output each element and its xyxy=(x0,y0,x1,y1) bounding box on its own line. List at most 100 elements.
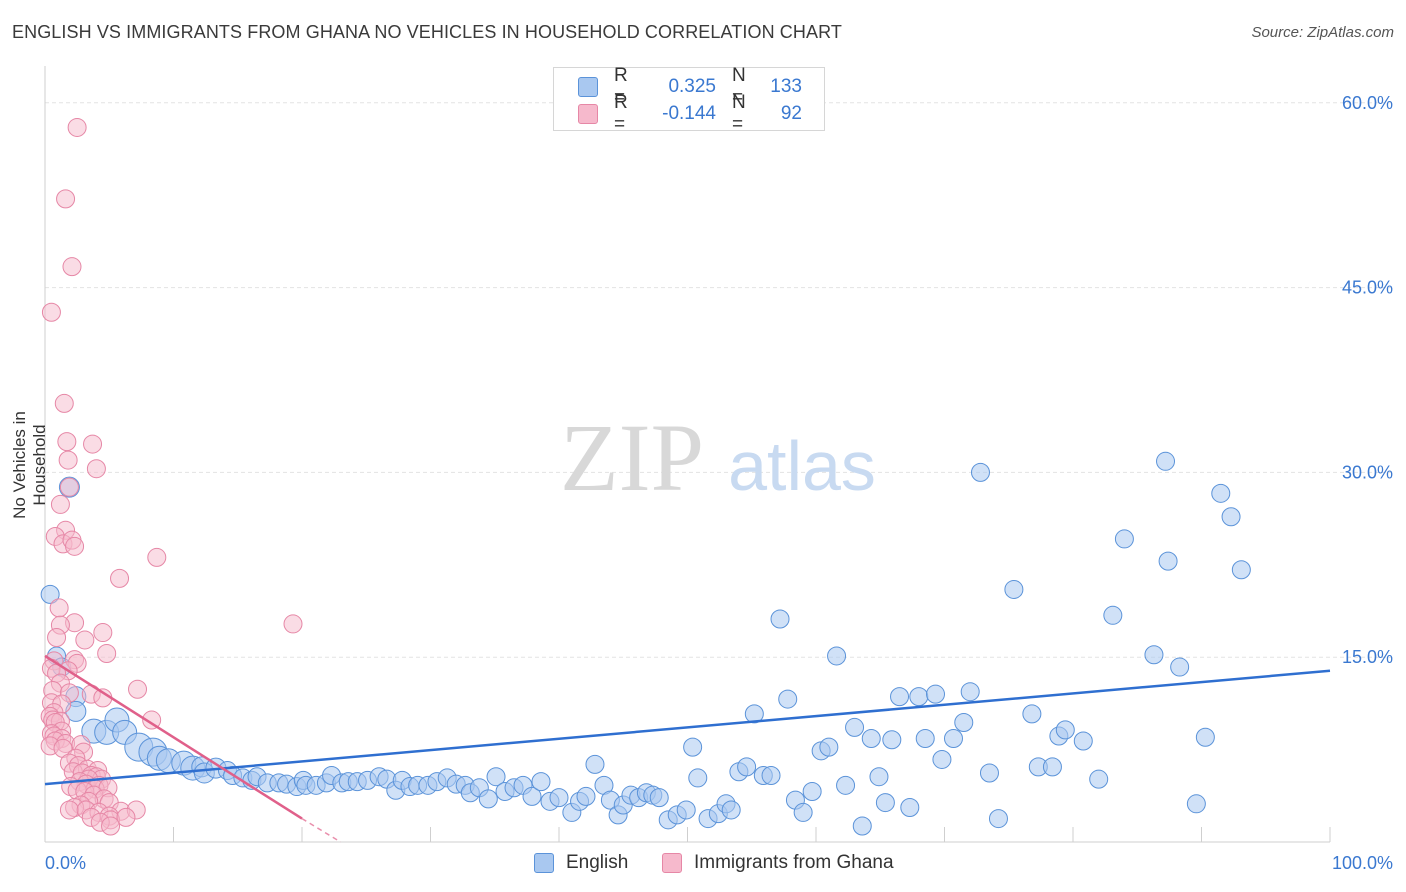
english-point xyxy=(1211,483,1231,503)
english-point xyxy=(932,749,952,769)
ghana-point xyxy=(283,614,303,634)
english-point xyxy=(875,793,895,813)
chart-title: ENGLISH VS IMMIGRANTS FROM GHANA NO VEHI… xyxy=(12,22,842,42)
english-point xyxy=(522,786,542,806)
english-point xyxy=(943,729,963,749)
n-value: 133 xyxy=(770,76,802,97)
ghana-point xyxy=(83,434,103,454)
english-point xyxy=(1089,769,1109,789)
legend-item-english[interactable]: English xyxy=(534,852,628,874)
n-label: N = xyxy=(732,65,746,108)
ghana-swatch xyxy=(662,853,682,873)
trend-lines xyxy=(44,654,1331,843)
ghana-point xyxy=(57,432,77,452)
english-point xyxy=(1004,579,1024,599)
ghana-swatch xyxy=(578,104,598,124)
english-swatch xyxy=(578,77,598,97)
english-point xyxy=(1114,529,1134,549)
r-value: -0.144 xyxy=(662,103,716,124)
english-point xyxy=(737,757,757,777)
n-value: 92 xyxy=(780,103,802,124)
tick-labels: 15.0% 30.0% 45.0% 60.0% 0.0% 100.0% xyxy=(45,93,1393,873)
english-point xyxy=(802,781,822,801)
x-tick-label: 0.0% xyxy=(45,853,86,873)
y-tick-label: 30.0% xyxy=(1342,462,1393,482)
ghana-trend-extension xyxy=(301,817,341,843)
ghana-point xyxy=(67,117,87,137)
english-point xyxy=(915,729,935,749)
english-point xyxy=(1170,657,1190,677)
english-point xyxy=(486,767,506,787)
english-point xyxy=(836,775,856,795)
english-point xyxy=(1022,704,1042,724)
ghana-point xyxy=(93,623,113,643)
english-point xyxy=(1055,720,1075,740)
y-tick-label: 15.0% xyxy=(1342,647,1393,667)
english-point xyxy=(1042,757,1062,777)
english-point xyxy=(845,717,865,737)
ghana-point xyxy=(101,816,121,836)
ghana-point xyxy=(50,494,70,514)
ghana-point xyxy=(86,459,106,479)
english-point xyxy=(40,584,60,604)
english-point xyxy=(683,737,703,757)
legend-item-ghana[interactable]: Immigrants from Ghana xyxy=(662,852,894,874)
english-point xyxy=(793,802,813,822)
legend-row-ghana: R = -0.144 N = 92 xyxy=(578,92,802,135)
ghana-points xyxy=(40,117,303,836)
r-label: R = xyxy=(614,65,628,108)
english-point xyxy=(960,682,980,702)
source-label: Source: ZipAtlas.com xyxy=(1251,24,1394,41)
english-point xyxy=(576,786,596,806)
english-point xyxy=(676,800,696,820)
series-legend: English Immigrants from Ghana xyxy=(0,852,1406,878)
n-label: N = xyxy=(732,92,746,135)
english-point xyxy=(954,712,974,732)
ghana-point xyxy=(75,630,95,650)
english-point xyxy=(1231,560,1251,580)
ghana-point xyxy=(62,257,82,277)
ghana-point xyxy=(147,547,167,567)
english-point xyxy=(909,687,929,707)
english-point xyxy=(869,767,889,787)
x-tick-label: 100.0% xyxy=(1332,853,1393,873)
english-point xyxy=(549,788,569,808)
ghana-point xyxy=(58,450,78,470)
english-point xyxy=(761,765,781,785)
english-point xyxy=(861,729,881,749)
english-point xyxy=(478,789,498,809)
correlation-legend: R = 0.325 N = 133 R = -0.144 N = 92 xyxy=(553,65,825,135)
r-label: R = xyxy=(614,92,628,135)
english-point xyxy=(1144,645,1164,665)
english-trend-line xyxy=(44,669,1331,786)
ghana-point xyxy=(59,477,79,497)
ghana-point xyxy=(116,807,136,827)
ghana-trend-line xyxy=(44,654,303,820)
english-point xyxy=(721,800,741,820)
english-point xyxy=(882,730,902,750)
legend-row-english: R = 0.325 N = 133 xyxy=(578,65,802,108)
english-point xyxy=(531,772,551,792)
english-point xyxy=(649,788,669,808)
english-point xyxy=(1195,727,1215,747)
ghana-point xyxy=(47,627,67,647)
watermark-zip: ZIP xyxy=(560,404,704,511)
ghana-point xyxy=(56,189,76,209)
english-point xyxy=(1221,507,1241,527)
english-point xyxy=(1073,731,1093,751)
english-point xyxy=(890,687,910,707)
gridlines xyxy=(45,102,1392,658)
english-point xyxy=(970,462,990,482)
english-point xyxy=(1158,551,1178,571)
english-point xyxy=(744,704,764,724)
english-point xyxy=(852,816,872,836)
legend-label-english: English xyxy=(566,852,629,873)
r-value: 0.325 xyxy=(668,76,716,97)
english-point xyxy=(926,684,946,704)
ghana-point xyxy=(54,393,74,413)
english-point xyxy=(688,768,708,788)
ghana-point xyxy=(97,644,117,664)
english-point xyxy=(1103,605,1123,625)
english-point xyxy=(900,798,920,818)
